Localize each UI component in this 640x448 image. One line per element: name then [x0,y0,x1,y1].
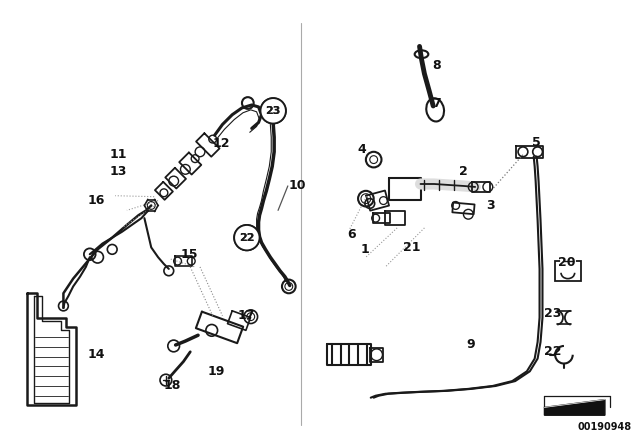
Text: 18: 18 [164,379,181,392]
Text: 6: 6 [348,228,356,241]
Circle shape [234,225,260,250]
Polygon shape [545,400,605,415]
Text: 1: 1 [361,243,370,256]
Text: 00190948: 00190948 [578,422,632,432]
Text: 2: 2 [459,165,467,178]
Text: 23: 23 [266,106,281,116]
Text: 19: 19 [208,365,225,378]
Text: 20: 20 [558,255,575,268]
Text: 9: 9 [467,339,475,352]
Text: 7: 7 [432,96,441,109]
Circle shape [260,98,286,124]
Text: 3: 3 [486,199,495,212]
Text: 11: 11 [109,148,127,161]
Text: 22: 22 [239,233,255,243]
Text: 5: 5 [532,136,541,149]
Text: 17: 17 [237,309,255,322]
Text: 13: 13 [109,165,127,178]
Text: 21: 21 [403,241,420,254]
Text: 23: 23 [266,106,281,116]
Circle shape [234,225,260,250]
Text: 16: 16 [88,194,105,207]
Text: 23: 23 [545,307,562,320]
Text: 10: 10 [289,180,307,193]
Text: 4: 4 [357,143,366,156]
Text: 8: 8 [432,60,441,73]
Text: 22: 22 [545,345,562,358]
Text: 14: 14 [88,348,106,361]
Circle shape [260,98,286,124]
Text: 15: 15 [180,248,198,261]
Text: 22: 22 [239,233,255,243]
Text: 12: 12 [212,138,230,151]
